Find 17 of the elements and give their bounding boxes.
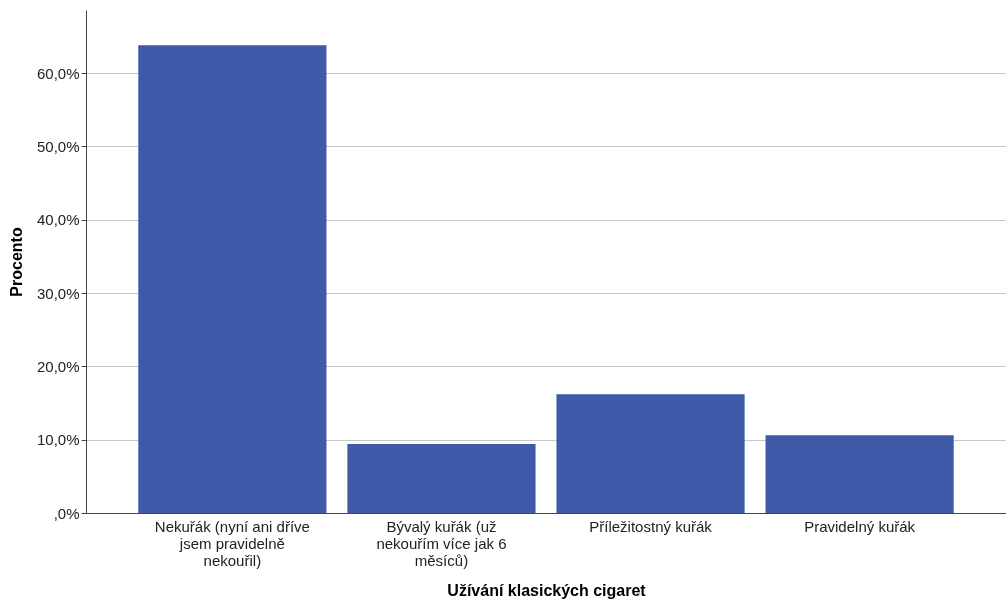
x-axis-title: Užívání klasických cigaret <box>447 581 647 599</box>
y-tick-label: ,0% <box>53 504 80 522</box>
bar <box>138 45 327 513</box>
x-tick-label: Příležitostný kuřák <box>589 517 713 535</box>
bar <box>556 394 745 513</box>
x-tick-label: Bývalý kuřák (už nekouřím více jak 6 měsíců) <box>376 517 507 569</box>
bar <box>347 444 536 513</box>
y-tick-label: 10,0% <box>36 431 80 449</box>
y-tick-label: 60,0% <box>36 64 80 82</box>
y-tick-label: 20,0% <box>36 357 80 375</box>
y-tick-label: 40,0% <box>36 211 80 229</box>
x-tick-label: Pravidelný kuřák <box>804 517 916 535</box>
y-axis-title: Procento <box>7 227 25 297</box>
y-tick-label: 50,0% <box>36 137 80 155</box>
y-tick-label: 30,0% <box>36 284 80 302</box>
x-tick-label: Nekuřák (nyní ani dříve jsem pravidelně nekouřil) <box>154 517 310 569</box>
bar <box>765 435 954 513</box>
